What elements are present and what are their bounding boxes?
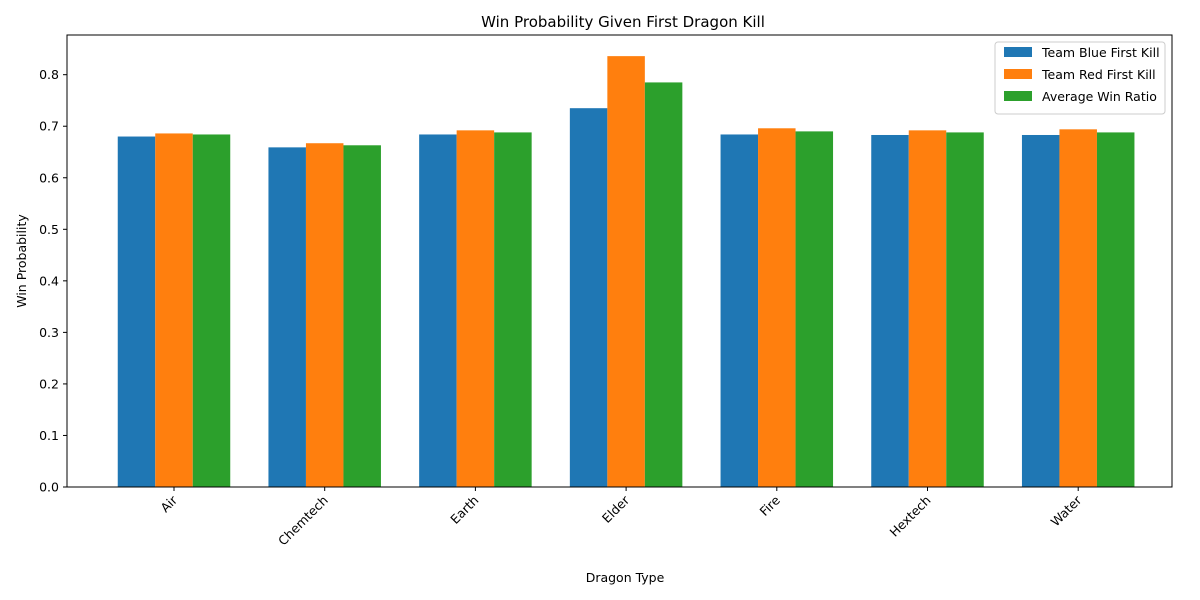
bar-air-series-2	[192, 134, 231, 487]
y-axis-label: Win Probability	[14, 214, 29, 308]
x-tick-label-air: Air	[157, 492, 180, 515]
bar-water-series-1	[1059, 129, 1097, 487]
x-tick-label-elder: Elder	[599, 492, 633, 526]
bar-hextech-series-0	[871, 134, 909, 488]
bar-air-series-1	[155, 133, 193, 487]
bar-elder-series-2	[644, 82, 683, 488]
bar-chemtech-series-2	[343, 145, 381, 488]
bar-water-series-0	[1021, 134, 1060, 488]
bar-air-series-0	[117, 136, 156, 487]
y-tick-label: 0.3	[39, 325, 59, 340]
bar-hextech-series-1	[908, 130, 947, 487]
x-tick-label-earth: Earth	[447, 493, 481, 527]
bar-water-series-2	[1096, 132, 1135, 487]
legend-label-team-blue: Team Blue First Kill	[1041, 45, 1160, 60]
y-tick-label: 0.4	[39, 273, 59, 288]
legend-item-team-blue: Team Blue First Kill	[1004, 45, 1160, 60]
x-tick-label-hextech: Hextech	[886, 493, 933, 540]
bar-earth-series-1	[456, 130, 495, 487]
legend: Team Blue First Kill Team Red First Kill…	[994, 41, 1166, 115]
plot-frame	[66, 34, 1173, 488]
chart-title: Win Probability Given First Dragon Kill	[481, 13, 765, 31]
legend-swatch-average	[1004, 91, 1032, 101]
x-tick-label-chemtech: Chemtech	[275, 493, 331, 549]
bar-chemtech-series-0	[268, 147, 306, 488]
legend-swatch-team-red	[1004, 69, 1032, 79]
bar-earth-series-2	[494, 132, 532, 487]
y-tick-label: 0.6	[39, 170, 59, 185]
legend-frame	[994, 41, 1166, 115]
bar-chemtech-series-1	[305, 143, 344, 488]
legend-label-average: Average Win Ratio	[1042, 89, 1157, 104]
y-axis: 0.0 0.1 0.2 0.3 0.4 0.5 0.6 0.7 0.8	[39, 67, 67, 495]
bar-fire-series-1	[758, 128, 796, 488]
y-tick-label: 0.1	[39, 428, 59, 443]
legend-item-average: Average Win Ratio	[1004, 89, 1157, 104]
legend-item-team-red: Team Red First Kill	[1004, 67, 1156, 82]
legend-label-team-red: Team Red First Kill	[1041, 67, 1156, 82]
bar-earth-series-0	[419, 134, 457, 487]
y-tick-label: 0.0	[39, 480, 59, 495]
bar-hextech-series-2	[946, 132, 984, 487]
x-tick-label-water: Water	[1048, 492, 1085, 529]
bar-elder-series-1	[607, 56, 645, 487]
y-tick-label: 0.5	[39, 222, 59, 237]
x-axis-label: Dragon Type	[586, 570, 665, 585]
x-tick-label-fire: Fire	[757, 492, 784, 519]
y-tick-label: 0.8	[39, 67, 59, 82]
bar-elder-series-0	[569, 108, 608, 487]
y-tick-label: 0.7	[39, 119, 59, 134]
bar-fire-series-2	[795, 131, 834, 487]
y-tick-label: 0.2	[39, 376, 59, 391]
bars-group	[117, 56, 1135, 488]
bar-fire-series-0	[720, 134, 759, 487]
x-axis: Air Chemtech Earth Elder Fire Hextech Water	[157, 487, 1085, 548]
legend-swatch-team-blue	[1004, 47, 1032, 57]
